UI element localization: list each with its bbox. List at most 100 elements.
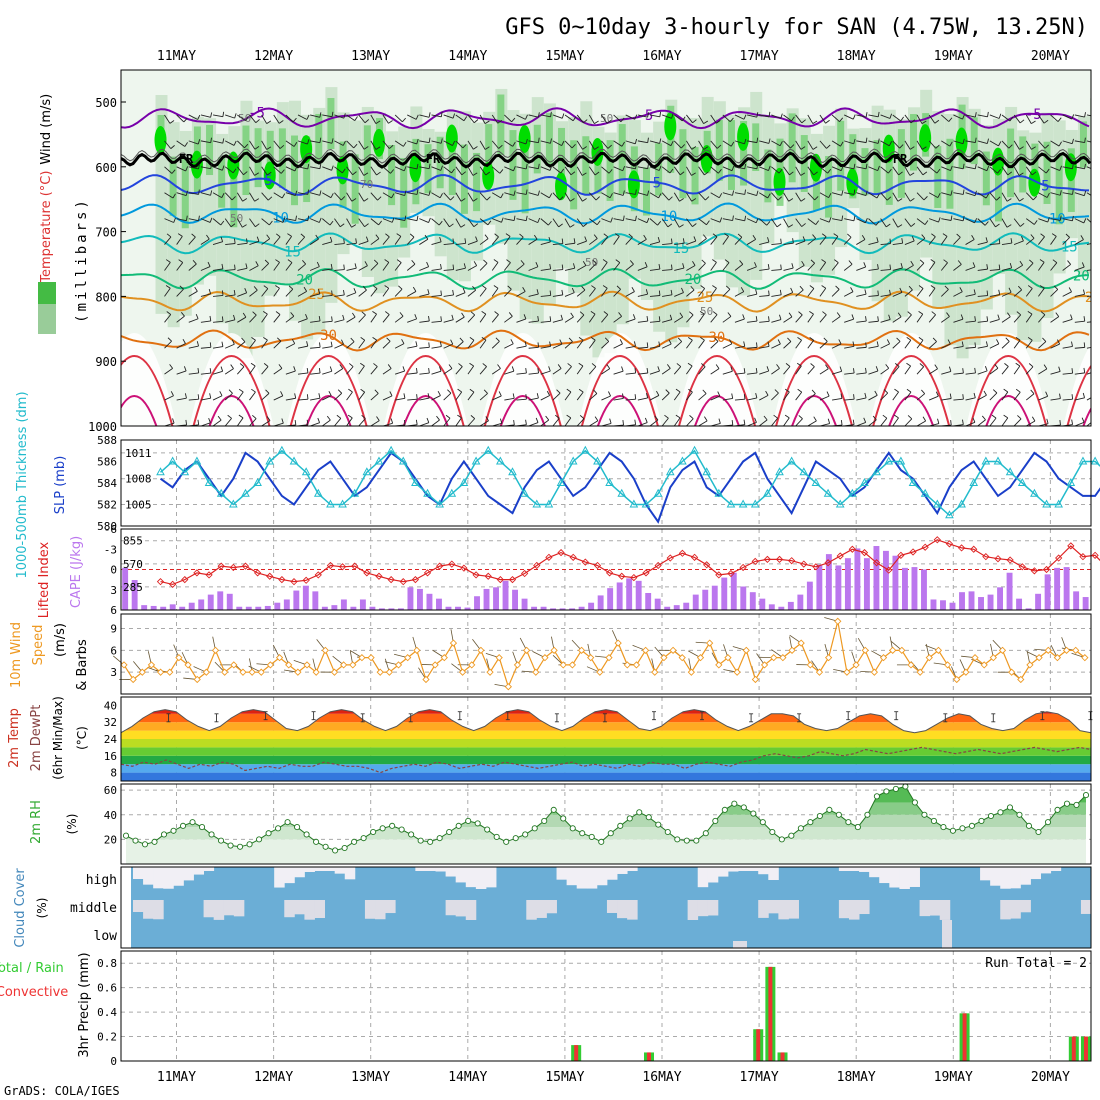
rh2m-point	[237, 843, 244, 850]
wind-barb-flag	[668, 339, 672, 345]
wind-barb	[382, 192, 392, 199]
wind-barb-flag	[220, 220, 225, 226]
wind-barb	[431, 218, 440, 226]
thickness-point	[1054, 499, 1064, 508]
rh-band-moist	[570, 140, 578, 210]
warm-isotherm	[872, 355, 951, 426]
wind-barb	[965, 372, 976, 375]
wind-barb	[1025, 313, 1033, 323]
wind-barb	[225, 343, 235, 349]
wind-barb-flag	[353, 143, 358, 149]
wind-barb	[491, 166, 501, 174]
wind-speed-point	[724, 653, 732, 662]
wind-barb-flag	[596, 220, 601, 226]
wind-barb-flag	[921, 234, 926, 239]
rh2m-point	[389, 822, 396, 829]
cape-bar	[245, 606, 252, 610]
wind-barb-flag	[971, 235, 975, 240]
wind-barb	[916, 166, 924, 176]
lifted-index-point	[703, 561, 711, 569]
rh-band-moist	[727, 120, 735, 190]
wind-barb	[1001, 366, 1009, 375]
cloud-high-block	[909, 867, 920, 887]
wind-barb	[807, 166, 814, 176]
wind-barb-flag	[658, 165, 662, 171]
wind-barb	[564, 292, 575, 297]
wind-barb-flag	[268, 220, 273, 226]
wind-barb	[334, 218, 341, 228]
wind-barb-flag	[789, 171, 794, 176]
wind-barb	[722, 397, 733, 401]
wind-barb-flag	[180, 312, 185, 317]
wind-barb-flag	[885, 223, 891, 228]
wind-barb	[431, 370, 442, 375]
wind-barb	[443, 392, 452, 401]
cloud-high-block	[727, 867, 739, 872]
wind-barb	[916, 238, 926, 245]
cape-bar	[768, 604, 775, 610]
wind-barb-flag	[494, 233, 499, 238]
wind-barb-flag	[276, 337, 282, 342]
wind-barb	[1013, 218, 1021, 227]
wind-barb-flag	[899, 287, 903, 293]
wind-barb	[698, 238, 707, 245]
wind-barb	[977, 241, 988, 245]
date-label-top: 15MAY	[545, 49, 584, 64]
wind-barb-flag	[986, 138, 989, 144]
wind-barb-flag	[209, 315, 212, 322]
wind-barb-flag	[337, 389, 343, 394]
wind-barb-flag	[462, 143, 467, 149]
wind-barb-flag	[239, 363, 245, 368]
cloud-high-block	[415, 867, 426, 871]
wind-barb	[856, 397, 867, 401]
warm-isotherm	[791, 395, 838, 426]
wind-barb	[722, 236, 729, 245]
wind-barb	[1062, 140, 1073, 145]
wind-barb	[904, 140, 911, 150]
wind-tick-label: 6	[110, 644, 117, 657]
wind-speed-line	[123, 621, 1086, 689]
cape-bar	[588, 602, 595, 610]
thickness-point	[1090, 456, 1100, 465]
rh-band-moist	[679, 129, 687, 199]
wind-barb	[1050, 289, 1059, 297]
wind-barb	[285, 397, 296, 401]
wind-barb	[285, 114, 294, 123]
precip-convective-bar	[574, 1045, 579, 1061]
wind-barb-flag	[416, 163, 419, 169]
wind-barb-flag	[785, 363, 791, 367]
wind-barb	[868, 345, 879, 349]
wind-barb	[673, 341, 683, 349]
wind-speed-point	[989, 653, 997, 662]
wind-barb-flag	[730, 141, 735, 147]
wind-barb-flag	[974, 163, 977, 169]
rh2m-point	[1016, 811, 1023, 818]
wind-barb-flag	[875, 221, 880, 226]
wind-barb-flag	[797, 388, 802, 393]
precip-tick-label: 0.6	[97, 982, 117, 995]
wind-barb-flag	[307, 189, 310, 195]
wind-barb	[528, 114, 539, 118]
wind-speed-point	[468, 661, 476, 669]
wind-barb	[710, 218, 721, 223]
wind-barb-flag	[445, 414, 451, 419]
wind-barb-flag	[1047, 217, 1050, 223]
wind-barb-flag	[985, 193, 990, 199]
wind-barb	[188, 192, 199, 195]
wind-barb-flag	[877, 264, 879, 270]
wind-speed-point	[1081, 653, 1089, 662]
wind-barb	[285, 140, 295, 147]
wind-barb	[564, 341, 573, 349]
wind-barb-flag	[1084, 163, 1086, 169]
wind-barb-flag	[644, 417, 648, 423]
date-label-top: 17MAY	[740, 49, 779, 64]
wind-barb-flag	[962, 215, 965, 221]
cape-bar	[987, 594, 994, 610]
wind-barb	[880, 218, 887, 228]
wind-barb	[868, 295, 879, 297]
isotherm-label: 25	[696, 290, 713, 306]
cape-bar	[540, 606, 547, 610]
wind-barb-flag	[373, 259, 379, 264]
wind-barb	[516, 398, 527, 401]
wind-barb-flag	[923, 196, 928, 201]
